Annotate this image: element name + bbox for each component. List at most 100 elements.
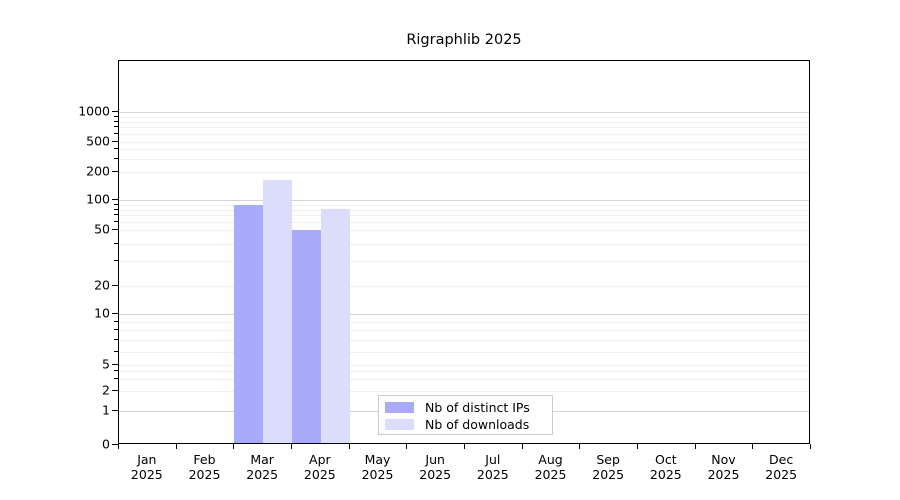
- x-tick-year: 2025: [476, 467, 509, 482]
- gridline: [119, 230, 809, 231]
- x-tick-label: Jan 2025: [131, 452, 163, 482]
- y-tick-mark-minor: [114, 221, 118, 223]
- bar-downloads: [263, 180, 292, 443]
- y-tick-label: 1000: [78, 103, 110, 119]
- y-tick-mark-minor: [114, 148, 118, 150]
- chart-title: Rigraphlib 2025: [406, 32, 522, 48]
- x-tick-mark: [579, 444, 581, 449]
- legend-swatch: [385, 402, 414, 413]
- legend-item[interactable]: Nb of downloads: [385, 417, 546, 432]
- x-tick-year: 2025: [188, 467, 221, 482]
- x-tick-mark: [233, 444, 235, 449]
- x-tick-month: Dec: [769, 452, 794, 467]
- x-tick-year: 2025: [765, 467, 798, 482]
- x-tick-label: Sep 2025: [592, 452, 624, 482]
- gridline: [119, 365, 809, 366]
- bar-distinct-ips: [292, 230, 321, 443]
- x-tick-mark: [176, 444, 178, 449]
- gridline: [119, 286, 809, 287]
- y-tick-label: 1: [102, 402, 110, 418]
- x-tick-label: Aug 2025: [535, 452, 567, 482]
- y-tick-mark: [112, 141, 118, 143]
- y-tick-mark: [112, 410, 118, 412]
- y-tick-label: 0: [102, 436, 110, 452]
- x-tick-month: Sep: [596, 452, 620, 467]
- gridline: [119, 112, 809, 113]
- y-tick-label: 50: [94, 221, 110, 237]
- x-tick-mark: [464, 444, 466, 449]
- gridline-minor: [119, 215, 809, 216]
- y-tick-mark-minor: [114, 133, 118, 135]
- gridline-minor: [119, 222, 809, 223]
- x-tick-month: Nov: [711, 452, 736, 467]
- x-tick-year: 2025: [130, 467, 163, 482]
- gridline-minor: [119, 117, 809, 118]
- x-tick-label: Dec 2025: [765, 452, 797, 482]
- gridline: [119, 172, 809, 173]
- y-tick-mark-minor: [114, 203, 118, 205]
- x-tick-label: Apr 2025: [304, 452, 336, 482]
- x-tick-label: Mar 2025: [246, 452, 278, 482]
- x-tick-month: Jun: [425, 452, 445, 467]
- x-tick-label: Nov 2025: [708, 452, 740, 482]
- x-tick-month: Aug: [538, 452, 563, 467]
- x-tick-year: 2025: [419, 467, 452, 482]
- y-axis-tick-labels: 0 1 2 5 10 20 50 100 200 500 1000: [38, 60, 110, 452]
- x-tick-mark: [637, 444, 639, 449]
- x-tick-mark: [522, 444, 524, 449]
- x-tick-mark: [118, 444, 120, 449]
- x-tick-mark: [810, 444, 812, 449]
- gridline-minor: [119, 159, 809, 160]
- y-tick-mark-minor: [114, 370, 118, 372]
- x-tick-label: May 2025: [362, 452, 394, 482]
- x-tick-mark: [406, 444, 408, 449]
- y-tick-mark-minor: [114, 120, 118, 122]
- y-tick-label: 10: [94, 305, 110, 321]
- x-tick-mark: [695, 444, 697, 449]
- x-tick-year: 2025: [592, 467, 625, 482]
- x-tick-mark: [752, 444, 754, 449]
- y-tick-mark-minor: [114, 214, 118, 216]
- x-tick-month: Oct: [655, 452, 677, 467]
- legend-item[interactable]: Nb of distinct IPs: [385, 400, 546, 415]
- bar-distinct-ips: [234, 205, 263, 443]
- x-tick-month: Jan: [137, 452, 157, 467]
- gridline-minor: [119, 379, 809, 380]
- gridline-minor: [119, 340, 809, 341]
- y-tick-mark: [112, 364, 118, 366]
- y-tick-mark-minor: [114, 208, 118, 210]
- x-tick-month: May: [364, 452, 391, 467]
- legend-label: Nb of distinct IPs: [425, 400, 530, 415]
- x-tick-month: Apr: [309, 452, 331, 467]
- gridline-minor: [119, 149, 809, 150]
- gridline-minor: [119, 330, 809, 331]
- y-tick-mark-minor: [114, 350, 118, 352]
- chart-legend: Nb of distinct IPs Nb of downloads: [378, 395, 553, 435]
- gridline-minor: [119, 352, 809, 353]
- y-tick-mark-minor: [114, 242, 118, 244]
- y-tick-mark: [112, 229, 118, 231]
- x-tick-month: Jul: [485, 452, 501, 467]
- legend-label: Nb of downloads: [425, 417, 530, 432]
- y-tick-label: 100: [86, 191, 110, 207]
- x-tick-year: 2025: [246, 467, 279, 482]
- y-tick-mark: [112, 199, 118, 201]
- x-tick-year: 2025: [303, 467, 336, 482]
- gridline-minor: [119, 127, 809, 128]
- x-tick-year: 2025: [534, 467, 567, 482]
- x-tick-label: Jun 2025: [419, 452, 451, 482]
- x-tick-year: 2025: [649, 467, 682, 482]
- gridline-minor: [119, 261, 809, 262]
- legend-swatch: [385, 419, 414, 430]
- x-tick-year: 2025: [707, 467, 740, 482]
- y-tick-mark: [112, 444, 118, 446]
- x-tick-label: Feb 2025: [189, 452, 221, 482]
- y-tick-mark-minor: [114, 339, 118, 341]
- y-tick-mark-minor: [114, 260, 118, 262]
- gridline-minor: [119, 134, 809, 135]
- bar-downloads: [321, 209, 350, 443]
- gridline: [119, 200, 809, 201]
- x-tick-mark: [291, 444, 293, 449]
- y-tick-mark-minor: [114, 320, 118, 322]
- y-tick-mark: [112, 390, 118, 392]
